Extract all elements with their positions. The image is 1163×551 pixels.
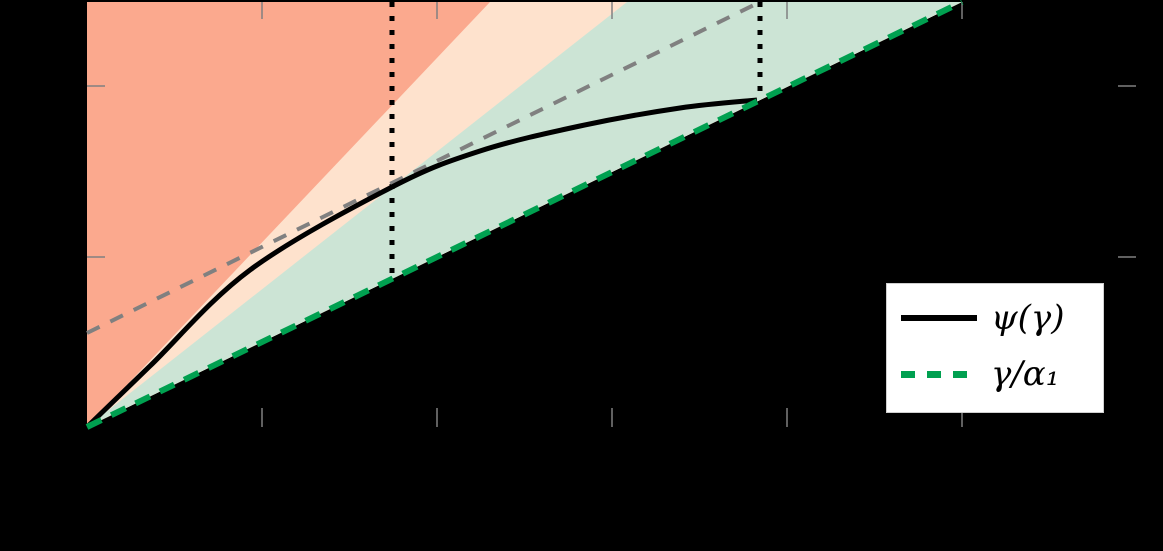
legend-item-psi: ψ(γ) (901, 298, 1065, 338)
solid-line-swatch-icon (901, 315, 977, 321)
legend-label: ψ(γ) (991, 298, 1065, 338)
legend-item-linear-bound: γ/α₁ (901, 354, 1059, 394)
vertical-guides (389, 2, 763, 275)
legend-label: γ/α₁ (991, 354, 1060, 394)
plot-lines (85, 0, 964, 430)
linear-bound-line (85, 0, 964, 430)
tangent-line (86, 0, 761, 335)
axis-ticks (87, 2, 1136, 427)
legend: ψ(γ) γ/α₁ (886, 283, 1104, 413)
psi-curve (85, 97, 758, 429)
dashed-line-swatch-icon (901, 370, 977, 378)
